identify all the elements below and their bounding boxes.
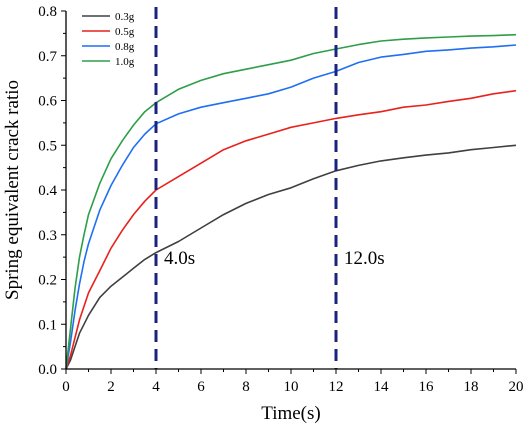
y-tick-label: 0.2 — [38, 273, 57, 289]
x-tick-label: 10 — [284, 379, 299, 395]
time-marker-label: 12.0s — [344, 248, 385, 269]
series-layer — [65, 33, 517, 370]
series-line-0.3g — [65, 144, 517, 370]
y-tick-label: 0.4 — [38, 183, 57, 199]
x-tick-label: 8 — [242, 379, 250, 395]
legend: 0.3g 0.5g 0.8g 1.0g — [82, 11, 135, 68]
y-tick-label: 0.1 — [38, 317, 57, 333]
x-tick-label: 0 — [62, 379, 70, 395]
y-tick-label: 0.7 — [38, 49, 57, 65]
time-marker-label: 4.0s — [164, 248, 195, 269]
y-tick-label: 0.0 — [38, 362, 57, 378]
legend-label: 0.3g — [115, 11, 135, 23]
x-tick-label: 16 — [419, 379, 435, 395]
marker-layer: 4.0s 12.0s — [154, 7, 385, 369]
series-line-1.0g — [65, 33, 517, 370]
x-tick-label: 4 — [152, 379, 160, 395]
x-tick-label: 12 — [329, 379, 344, 395]
x-tick-label: 20 — [509, 379, 524, 395]
x-axis-title: Time(s) — [261, 403, 320, 424]
y-tick-label: 0.3 — [38, 228, 57, 244]
series-line-0.5g — [65, 89, 517, 370]
x-tick-label: 14 — [374, 379, 390, 395]
y-tick-label: 0.6 — [38, 94, 57, 110]
y-tick-label: 0.5 — [38, 138, 57, 154]
y-axis-title: Spring equivalent crack ratio — [2, 80, 23, 300]
axes-layer: 0 2 4 6 8 10 12 14 16 18 20 0.0 0.1 0.2 0.3 0.4 0.5 0.6 0.… — [38, 4, 523, 395]
x-tick-label: 6 — [197, 379, 205, 395]
x-tick-label: 18 — [464, 379, 479, 395]
series-line-0.8g — [65, 44, 517, 370]
legend-label: 0.8g — [115, 41, 135, 53]
y-tick-label: 0.8 — [38, 4, 57, 20]
legend-label: 1.0g — [115, 56, 135, 68]
legend-label: 0.5g — [115, 26, 135, 38]
x-tick-label: 2 — [107, 379, 115, 395]
